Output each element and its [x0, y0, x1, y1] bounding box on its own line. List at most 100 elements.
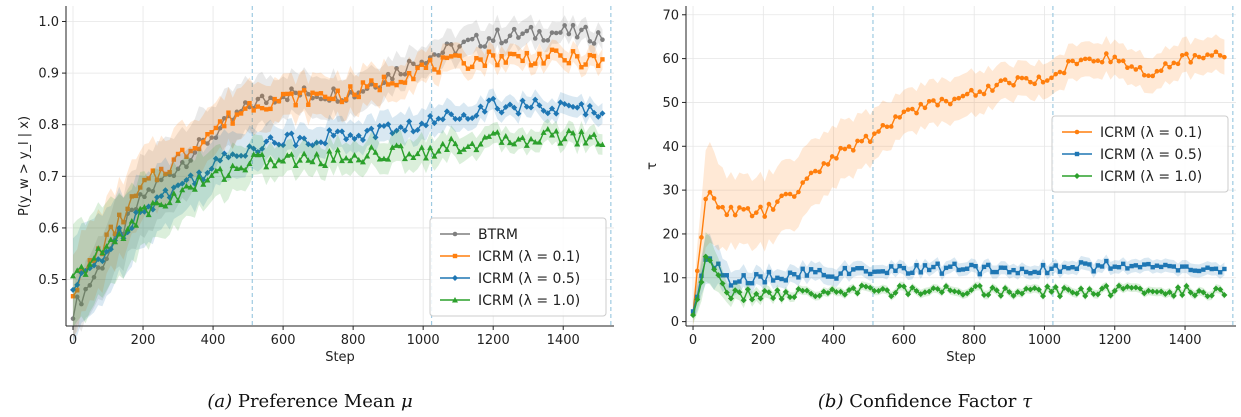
data-point	[1002, 77, 1008, 82]
data-point	[502, 133, 509, 139]
data-point	[355, 156, 362, 163]
data-point	[1053, 263, 1058, 268]
data-point	[481, 108, 488, 115]
data-point	[415, 65, 420, 71]
data-point	[796, 275, 801, 280]
data-point	[369, 78, 374, 83]
data-point	[351, 135, 358, 142]
data-point	[338, 157, 345, 164]
data-point	[842, 146, 848, 152]
data-point	[1142, 262, 1147, 267]
data-point	[753, 290, 760, 297]
data-point	[263, 100, 269, 106]
data-point	[711, 266, 718, 273]
data-point	[1018, 290, 1025, 297]
data-point	[230, 121, 235, 126]
data-point	[284, 131, 291, 138]
data-point	[1023, 285, 1030, 292]
data-point	[1115, 282, 1122, 289]
data-point	[192, 150, 198, 155]
data-point	[1048, 288, 1055, 295]
y-axis-label: P(y_w > y_l | x)	[17, 116, 32, 216]
data-point	[926, 98, 932, 104]
data-point	[867, 271, 873, 277]
data-point	[977, 89, 983, 95]
data-point	[699, 235, 704, 240]
data-point	[859, 138, 865, 144]
legend-label: ICRM (λ = 1.0)	[478, 293, 580, 309]
data-point	[724, 212, 730, 218]
legend-label: ICRM (λ = 0.5)	[478, 271, 580, 287]
data-point	[255, 104, 261, 109]
data-point	[469, 64, 475, 70]
data-point	[858, 282, 865, 289]
data-point	[699, 273, 704, 278]
series-band	[693, 34, 1225, 328]
y-tick-label: 0.7	[38, 170, 59, 185]
caption-text: Confidence Factor	[849, 391, 1022, 412]
data-point	[79, 301, 84, 307]
data-point	[1125, 65, 1130, 71]
data-point	[495, 62, 500, 68]
data-point	[800, 266, 805, 271]
data-point	[787, 294, 794, 301]
data-point	[142, 194, 147, 200]
data-point	[482, 63, 487, 68]
data-point	[171, 173, 177, 179]
data-point	[250, 151, 257, 157]
data-point	[326, 127, 333, 134]
data-point	[78, 270, 85, 277]
data-point	[1188, 267, 1193, 273]
data-point	[318, 91, 324, 96]
data-point	[267, 134, 274, 141]
data-point	[1083, 261, 1088, 266]
data-point	[1141, 290, 1148, 297]
data-point	[116, 224, 123, 231]
data-point	[1036, 74, 1042, 80]
data-point	[862, 283, 869, 290]
data-point	[935, 261, 940, 266]
data-point	[154, 199, 161, 206]
data-point	[159, 166, 164, 172]
data-point	[264, 107, 269, 112]
data-point	[1061, 264, 1067, 270]
data-point	[70, 272, 77, 279]
data-point	[511, 140, 518, 147]
data-point	[453, 53, 458, 58]
data-point	[698, 279, 705, 286]
data-point	[91, 255, 98, 261]
data-point	[821, 161, 827, 166]
data-point	[495, 27, 500, 33]
data-point	[432, 52, 437, 57]
data-point	[1163, 262, 1168, 268]
data-point	[457, 53, 462, 58]
data-point	[596, 63, 601, 69]
legend-label: ICRM (λ = 0.1)	[1100, 125, 1202, 141]
data-point	[222, 123, 227, 129]
data-point	[246, 160, 253, 167]
data-point	[812, 293, 819, 300]
series-band	[693, 233, 1225, 321]
data-point	[380, 155, 387, 162]
data-point	[234, 112, 240, 117]
data-point	[477, 141, 484, 147]
data-point	[322, 140, 329, 147]
data-point	[313, 139, 320, 146]
data-point	[1137, 285, 1144, 292]
data-point	[498, 139, 505, 145]
data-point	[694, 268, 700, 274]
data-point	[221, 176, 228, 182]
data-point	[749, 296, 756, 303]
data-point	[757, 295, 764, 302]
data-point	[981, 291, 988, 298]
data-point	[934, 286, 941, 293]
data-point	[373, 83, 378, 88]
data-point	[1082, 56, 1088, 62]
data-point	[1099, 59, 1105, 65]
data-point	[288, 130, 295, 137]
data-point	[536, 139, 543, 145]
data-point	[582, 140, 589, 146]
data-point	[254, 151, 261, 158]
data-point	[787, 191, 793, 197]
